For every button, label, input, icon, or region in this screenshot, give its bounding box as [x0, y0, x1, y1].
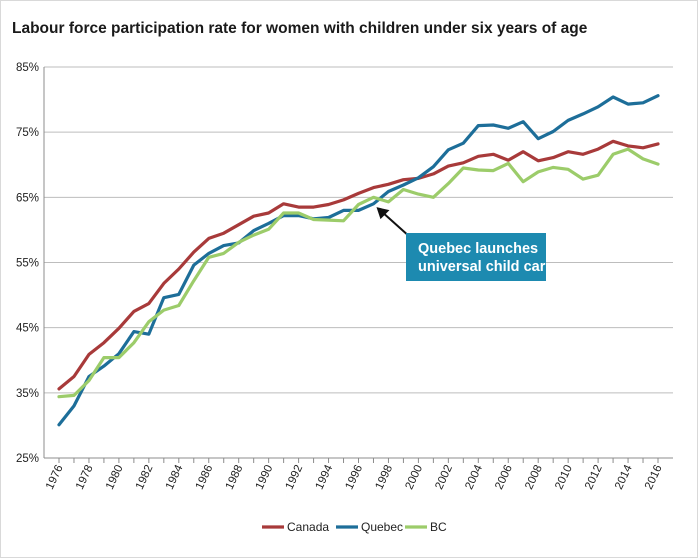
x-tick-label: 1978 — [74, 463, 96, 491]
legend-label-quebec: Quebec — [361, 520, 403, 534]
x-tick-label: 2004 — [463, 463, 485, 492]
x-tick-label: 1990 — [254, 463, 276, 491]
x-tick-label: 1976 — [44, 463, 66, 491]
legend-label-canada: Canada — [287, 520, 329, 534]
x-tick-label: 2000 — [403, 463, 425, 491]
x-tick-label: 1998 — [373, 463, 395, 491]
x-tick-label: 2008 — [523, 463, 545, 491]
x-tick-label: 1992 — [284, 463, 306, 491]
x-tick-label: 2014 — [613, 463, 635, 492]
y-tick-label: 75% — [16, 127, 39, 139]
legend-label-bc: BC — [430, 520, 447, 534]
x-tick-label: 2010 — [553, 463, 575, 491]
y-tick-label: 55% — [16, 258, 39, 270]
series-line-bc — [57, 147, 660, 399]
x-tick-label: 1980 — [104, 463, 126, 491]
x-tick-label: 2002 — [433, 463, 455, 491]
x-tick-label: 2012 — [583, 463, 605, 491]
x-tick-label: 2016 — [643, 463, 665, 491]
annotation: Quebec launches universal child care — [376, 207, 553, 281]
annotation-arrow-head — [376, 207, 390, 220]
legend: Canada Quebec BC — [262, 520, 447, 534]
x-tick-label: 2006 — [493, 463, 515, 491]
series-line-canada — [57, 139, 660, 391]
annotation-line-2: universal child care — [418, 259, 553, 275]
y-tick-label: 25% — [16, 453, 39, 465]
chart-title: Labour force participation rate for wome… — [12, 20, 588, 37]
series-lines — [57, 94, 660, 427]
y-tick-label: 65% — [16, 192, 39, 204]
x-tick-label: 1988 — [224, 463, 246, 491]
annotation-line-1: Quebec launches — [418, 241, 538, 257]
x-tick-label: 1986 — [194, 463, 216, 491]
x-tick-label: 1996 — [344, 463, 366, 491]
y-tick-label: 35% — [16, 388, 39, 400]
x-tick-label: 1984 — [164, 463, 186, 492]
y-tick-label: 45% — [16, 323, 39, 335]
axes: 25% 35% 45% 55% 65% 75% 85% 1976 1978 1980 1982 198… — [16, 62, 673, 491]
series-line-quebec — [57, 94, 660, 427]
annotation-arrow-shaft — [383, 213, 411, 238]
x-tick-label: 1994 — [314, 463, 336, 492]
annotation-box — [406, 233, 546, 281]
y-tick-label: 85% — [16, 62, 39, 74]
gridlines — [44, 66, 673, 459]
x-tick-label: 1982 — [134, 463, 156, 491]
